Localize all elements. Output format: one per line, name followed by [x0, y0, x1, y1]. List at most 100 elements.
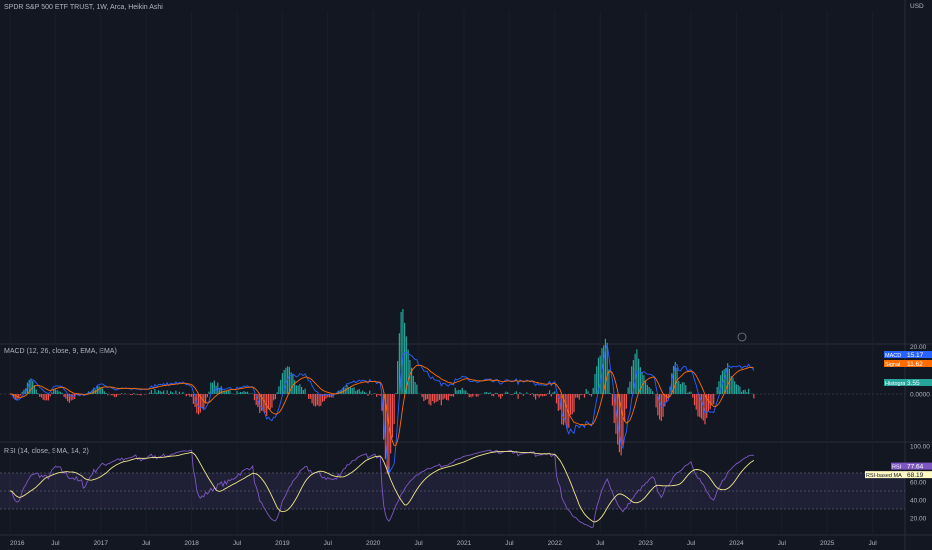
macd-bar [61, 392, 63, 394]
macd-bar [355, 391, 357, 394]
macd-bar [292, 374, 294, 394]
macd-bar [395, 392, 397, 394]
time-tick-label: 2020 [366, 540, 381, 547]
macd-bar [91, 390, 93, 394]
macd-bar [358, 389, 360, 394]
macd-bar [583, 394, 586, 398]
macd-bar [608, 369, 610, 394]
macd-bar [486, 391, 488, 394]
macd-bar [302, 390, 304, 394]
macd-bar [393, 394, 395, 425]
macd-bar [531, 393, 533, 394]
macd-bar [321, 394, 324, 402]
macd-bar [629, 381, 631, 394]
macd-bar [487, 393, 490, 394]
macd-bar [369, 390, 371, 394]
macd-bar [725, 367, 727, 394]
macd-bar [135, 394, 137, 395]
macd-bar [274, 394, 277, 400]
macd-bar [21, 391, 23, 394]
macd-bar [711, 394, 713, 406]
macd-bar [280, 379, 282, 394]
macd-bar [28, 379, 30, 394]
macd-bar [723, 369, 725, 394]
macd-bar [337, 390, 339, 394]
time-tick-label: Jul [505, 540, 514, 547]
macd-bar [400, 311, 402, 394]
macd-bar [327, 394, 329, 398]
macd-bar [428, 394, 430, 405]
macd-bar [510, 394, 512, 395]
macd-bar [730, 376, 732, 394]
macd-bar [353, 387, 355, 394]
macd-bar [437, 394, 439, 402]
time-tick-label: 2019 [275, 540, 290, 547]
macd-bar [58, 391, 60, 394]
macd-bar [157, 390, 160, 394]
macd-bar [39, 394, 41, 397]
macd-bar [299, 384, 301, 394]
macd-bar [173, 393, 175, 394]
macd-bar [168, 394, 170, 395]
macd-bar [283, 370, 285, 394]
macd-bar [33, 385, 36, 394]
time-tick-label: Jul [414, 540, 423, 547]
macd-bar [285, 367, 287, 394]
macd-bar [650, 388, 652, 394]
macd-bar [737, 384, 739, 394]
macd-bar [459, 390, 462, 394]
macd-bar [159, 390, 161, 394]
macd-bar [342, 387, 345, 394]
macd-bar [121, 393, 123, 394]
macd-bar [197, 394, 200, 415]
time-tick-label: 2021 [457, 540, 472, 547]
time-tick-label: 2017 [94, 540, 109, 547]
macd-bar [189, 394, 191, 397]
macd-bar [199, 394, 201, 413]
macd-bar [526, 392, 528, 394]
macd-bar [592, 387, 594, 394]
time-tick-label: Jul [142, 540, 151, 547]
macd-bar [590, 394, 593, 397]
macd-bar [529, 394, 531, 396]
macd-bar [519, 392, 521, 394]
rsi-tick-label: 40.00 [910, 498, 927, 505]
events-icon [737, 332, 747, 342]
macd-bar [98, 386, 100, 394]
macd-bar [404, 322, 406, 394]
macd-bar [613, 394, 615, 424]
macd-bar [742, 390, 744, 394]
macd-bar [538, 394, 540, 398]
macd-bar [152, 393, 154, 394]
macd-bar [603, 345, 605, 394]
macd-bar [547, 393, 549, 394]
macd-bar [42, 394, 44, 400]
macd-bar [568, 394, 570, 428]
time-tick-label: Jul [324, 540, 333, 547]
time-tick-label: Jul [233, 540, 242, 547]
macd-bar [672, 365, 675, 394]
macd-bar [276, 392, 278, 394]
macd-bar [295, 385, 297, 394]
macd-bar [213, 380, 215, 394]
macd-bar [438, 394, 441, 400]
macd-bar [545, 394, 547, 396]
macd-bar [281, 373, 283, 394]
macd-bar [267, 394, 270, 410]
macd-bar [220, 386, 222, 394]
macd-bar [533, 394, 535, 397]
time-tick-label: 2023 [638, 540, 653, 547]
macd-bar [638, 358, 640, 394]
macd-bar [662, 394, 664, 417]
macd-bar [161, 392, 163, 394]
macd-bar [107, 394, 109, 396]
macd-bar [117, 394, 119, 395]
macd-bar [101, 388, 104, 394]
macd-bar [225, 391, 228, 394]
macd-bar [51, 392, 53, 394]
time-tick-label: Jul [868, 540, 877, 547]
macd-bar [466, 392, 469, 394]
macd-bar [597, 357, 600, 394]
